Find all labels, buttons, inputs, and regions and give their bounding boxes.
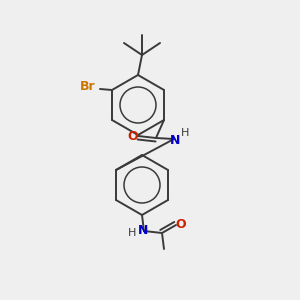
Text: O: O — [176, 218, 186, 232]
Text: H: H — [181, 128, 189, 138]
Text: N: N — [170, 134, 180, 146]
Text: H: H — [128, 228, 136, 238]
Text: N: N — [138, 224, 148, 236]
Text: O: O — [128, 130, 138, 142]
Text: Br: Br — [80, 80, 96, 94]
